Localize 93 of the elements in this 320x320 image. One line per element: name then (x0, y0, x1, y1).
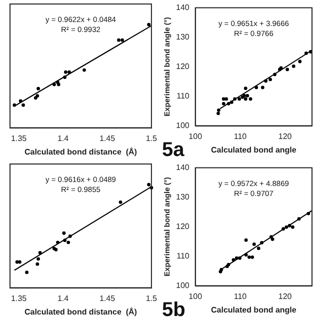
point (36, 94, 40, 98)
point (62, 231, 66, 235)
point (18, 260, 22, 264)
point (12, 103, 16, 107)
y-tick-label: 120 (176, 222, 190, 232)
text: 5b (162, 299, 186, 320)
point (238, 256, 242, 260)
x-axis-title: Calculated bond angle (211, 145, 297, 154)
point (216, 112, 220, 116)
point (118, 200, 122, 204)
point (226, 102, 230, 106)
point (256, 246, 260, 250)
point (22, 103, 25, 107)
point (273, 72, 276, 76)
point (18, 99, 22, 103)
y-tick-label: 120 (176, 62, 190, 72)
x-tick-label: 100 (188, 292, 203, 301)
point (248, 97, 252, 101)
point (36, 257, 40, 261)
x-axis-title: Calculated bond angle (211, 305, 297, 314)
point (247, 255, 251, 259)
y-tick-label: 100 (176, 281, 190, 290)
point (250, 255, 254, 259)
point (230, 100, 234, 104)
point (304, 52, 308, 55)
x-tick-label: 1.5 (146, 294, 158, 303)
x-tick-label: 100 (188, 132, 203, 141)
point (36, 262, 40, 266)
point (268, 78, 272, 82)
point (36, 86, 40, 90)
point (254, 86, 258, 90)
x-tick-label: 110 (234, 132, 248, 141)
point (234, 256, 238, 260)
point (68, 234, 72, 238)
x-tick-label: 1.4 (57, 134, 70, 143)
x-tick-label: 110 (234, 292, 248, 301)
point (286, 68, 290, 72)
text: 5a (162, 139, 184, 161)
point (282, 227, 285, 231)
point (298, 60, 302, 64)
point (216, 108, 220, 112)
point (244, 86, 248, 90)
point (264, 79, 268, 83)
point (244, 97, 248, 101)
point (66, 240, 70, 244)
point (233, 97, 237, 101)
y-tick-label: 130 (176, 192, 190, 202)
point (284, 225, 288, 229)
point (63, 76, 67, 79)
point (120, 38, 124, 42)
point (246, 94, 250, 98)
point (297, 217, 301, 221)
x-tick-label: 1.35 (11, 134, 28, 143)
point (224, 97, 228, 101)
point (52, 82, 56, 86)
point (117, 38, 120, 42)
x-axis-title: Calculated bond distance (Å) (24, 146, 138, 156)
x-tick-label: 1.35 (11, 294, 28, 303)
point (64, 70, 68, 74)
y-tick-label: 140 (176, 3, 190, 12)
y-tick-label: 100 (176, 121, 190, 130)
point (270, 237, 274, 241)
point (260, 86, 264, 90)
point (244, 238, 248, 242)
x-tick-label: 1.5 (146, 134, 158, 143)
x-tick-label: 1.4 (57, 294, 70, 303)
point (291, 225, 294, 229)
y-tick-label: 140 (176, 163, 190, 172)
point (306, 212, 310, 216)
point (63, 238, 67, 242)
point (56, 240, 60, 244)
point (38, 251, 42, 254)
point (147, 182, 150, 186)
point (232, 258, 236, 262)
y-tick-label: 110 (176, 252, 190, 261)
point (288, 224, 292, 228)
y-tick-label: 110 (176, 92, 190, 101)
y-tick-label: 130 (176, 32, 190, 42)
point (222, 102, 226, 106)
x-tick-label: 120 (278, 132, 292, 141)
x-tick-label: 120 (278, 292, 292, 301)
point (244, 253, 248, 257)
x-tick-label: 1.45 (99, 294, 116, 303)
point (82, 68, 86, 72)
point (292, 64, 296, 68)
point (147, 22, 150, 26)
point (260, 241, 264, 244)
point (252, 242, 256, 246)
point (68, 70, 71, 74)
x-tick-label: 1.45 (99, 134, 116, 143)
point (238, 97, 242, 101)
x-axis-title: Calculated bond distance (Å) (24, 306, 138, 316)
point (25, 270, 28, 274)
